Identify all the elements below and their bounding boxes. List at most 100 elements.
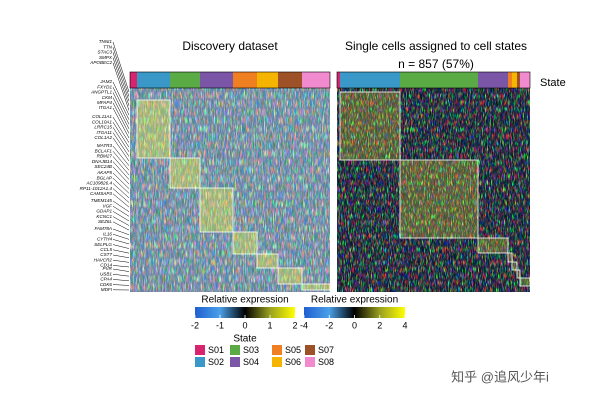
state-segment (340, 72, 400, 88)
gene-connector (112, 127, 130, 152)
block-highlight (278, 268, 302, 284)
block-highlight (257, 254, 278, 268)
state-segment (130, 72, 137, 88)
right-title: Single cells assigned to cell states (345, 39, 527, 53)
block-highlight (233, 232, 257, 254)
gene-label: RP11-1012A1.4 (80, 186, 113, 191)
gene-connector (112, 228, 130, 235)
gene-connector (112, 145, 130, 166)
gene-connector (112, 279, 130, 282)
colorbar-tick-label: 0 (242, 320, 247, 330)
gene-connector (112, 57, 130, 106)
gene-label: CST7 (100, 252, 112, 257)
legend-swatch (305, 345, 315, 355)
gene-label: TTN (103, 44, 113, 49)
legend-label: S07 (318, 345, 334, 355)
gene-connector (112, 156, 130, 176)
gene-connector (112, 205, 130, 217)
state-segment (137, 72, 170, 88)
gene-label: CDK6 (100, 282, 113, 287)
gene-label: CCL5 (100, 247, 112, 252)
gene-label: CYTH4 (97, 237, 113, 242)
block-outline (477, 237, 509, 254)
gene-label: FAM78A (94, 226, 112, 231)
legend-swatch (195, 357, 205, 367)
gene-connector (112, 161, 130, 180)
block-outline (256, 253, 279, 269)
gene-connector (112, 166, 130, 185)
gene-connector (112, 200, 130, 212)
legend-label: S02 (208, 357, 224, 367)
state-label: State (540, 77, 566, 89)
legend-label: S04 (243, 357, 259, 367)
gene-connector (112, 92, 130, 125)
block-outline (136, 99, 171, 159)
colorbar-tick-label: 1 (267, 320, 272, 330)
colorbar-tick-label: -2 (325, 320, 333, 330)
state-segment (517, 72, 520, 88)
gene-connector (112, 268, 130, 272)
block-outline (301, 283, 331, 291)
gene-connector (112, 284, 130, 286)
block-outline (399, 159, 479, 239)
gene-label: SEZ6L (98, 219, 112, 224)
gene-connector (112, 87, 130, 120)
legend-swatch (230, 345, 240, 355)
gene-label: MFAP4 (97, 100, 112, 105)
block-highlight (520, 278, 530, 286)
gene-label: ANGPTL1 (90, 90, 112, 95)
state-segment (508, 72, 512, 88)
gene-label: GDAP1 (96, 209, 112, 214)
block-outline (507, 252, 513, 263)
gene-label: USB1 (100, 271, 112, 276)
colorbar-tick-label: 4 (402, 320, 407, 330)
legend-label: S01 (208, 345, 224, 355)
gene-label: ITGA1 (99, 105, 113, 110)
gene-label: CD14 (100, 263, 112, 268)
gene-connector (112, 41, 130, 93)
block-highlight (478, 238, 508, 253)
colorbar-title: Relative expression (311, 295, 398, 306)
state-segment (302, 72, 330, 88)
gene-connector (112, 244, 130, 249)
gene-connector (112, 259, 130, 263)
gene-label: LRRC15 (94, 125, 112, 130)
gene-connector (112, 239, 130, 245)
gene-label: MDFI (101, 287, 113, 292)
block-highlight (508, 253, 512, 262)
gene-label: BGLAP (97, 175, 113, 180)
colorbar (304, 307, 405, 318)
gene-connector (112, 249, 130, 254)
gene-label: KCNC1 (96, 214, 112, 219)
gene-connector (112, 52, 130, 102)
gene-connector (112, 47, 130, 97)
gene-connector (112, 151, 130, 171)
gene-connector (112, 188, 130, 203)
gene-label: CAMSAP3 (90, 191, 112, 196)
state-segment (170, 72, 200, 88)
gene-label: AC109826.4 (85, 181, 112, 186)
gene-connector (112, 62, 130, 111)
block-highlight (302, 284, 330, 290)
block-highlight (400, 160, 478, 238)
colorbar-tick-label: -2 (191, 320, 199, 330)
gene-label: AKAP5 (96, 170, 112, 175)
gene-label: MATR3 (97, 143, 113, 148)
block-outline (199, 187, 234, 233)
gene-label: PVR (103, 266, 113, 271)
gene-connector (112, 102, 130, 134)
gene-connector (112, 137, 130, 162)
block-outline (339, 91, 401, 161)
state-segment (257, 72, 278, 88)
legend-title: State (233, 334, 257, 345)
colorbar-tick-label: 0 (352, 320, 357, 330)
gene-label: STAC3 (98, 50, 113, 55)
gene-label: TMEM145 (91, 198, 113, 203)
legend-swatch (195, 345, 205, 355)
gene-label: COL11A1 (92, 114, 112, 119)
gene-connector (112, 122, 130, 148)
gene-label: CKM (102, 95, 112, 100)
state-segment (233, 72, 257, 88)
legend-swatch (305, 357, 315, 367)
gene-label: VGF (103, 203, 114, 208)
